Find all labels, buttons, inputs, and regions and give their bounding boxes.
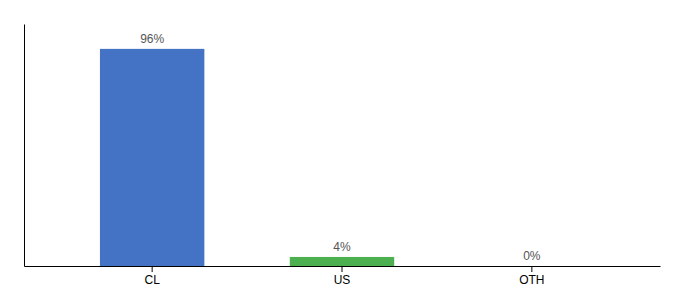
bar bbox=[480, 266, 584, 267]
y-axis bbox=[24, 25, 25, 267]
chart-container: CL US OTH 96% 4% 0% bbox=[0, 0, 680, 300]
x-tick-label: OTH bbox=[519, 273, 544, 287]
data-labels: 96% 4% 0% bbox=[140, 32, 541, 263]
bar bbox=[290, 257, 394, 266]
x-tick-mark bbox=[152, 266, 153, 272]
plot-area: CL US OTH 96% 4% 0% bbox=[25, 25, 661, 287]
data-label: 4% bbox=[333, 240, 351, 254]
x-tick: US bbox=[334, 266, 351, 287]
chart-svg: CL US OTH 96% 4% 0% bbox=[0, 0, 680, 300]
data-label: 0% bbox=[523, 249, 541, 263]
bar bbox=[100, 49, 204, 266]
x-axis: CL US OTH bbox=[25, 266, 661, 287]
x-tick-mark bbox=[342, 266, 343, 272]
bars bbox=[100, 49, 394, 266]
x-tick: CL bbox=[144, 266, 160, 287]
y-axis-line bbox=[24, 25, 25, 267]
data-label: 96% bbox=[140, 32, 164, 46]
x-tick: OTH bbox=[519, 266, 544, 287]
x-tick-label: US bbox=[334, 273, 351, 287]
x-tick-mark bbox=[531, 266, 532, 272]
x-tick-label: CL bbox=[144, 273, 160, 287]
